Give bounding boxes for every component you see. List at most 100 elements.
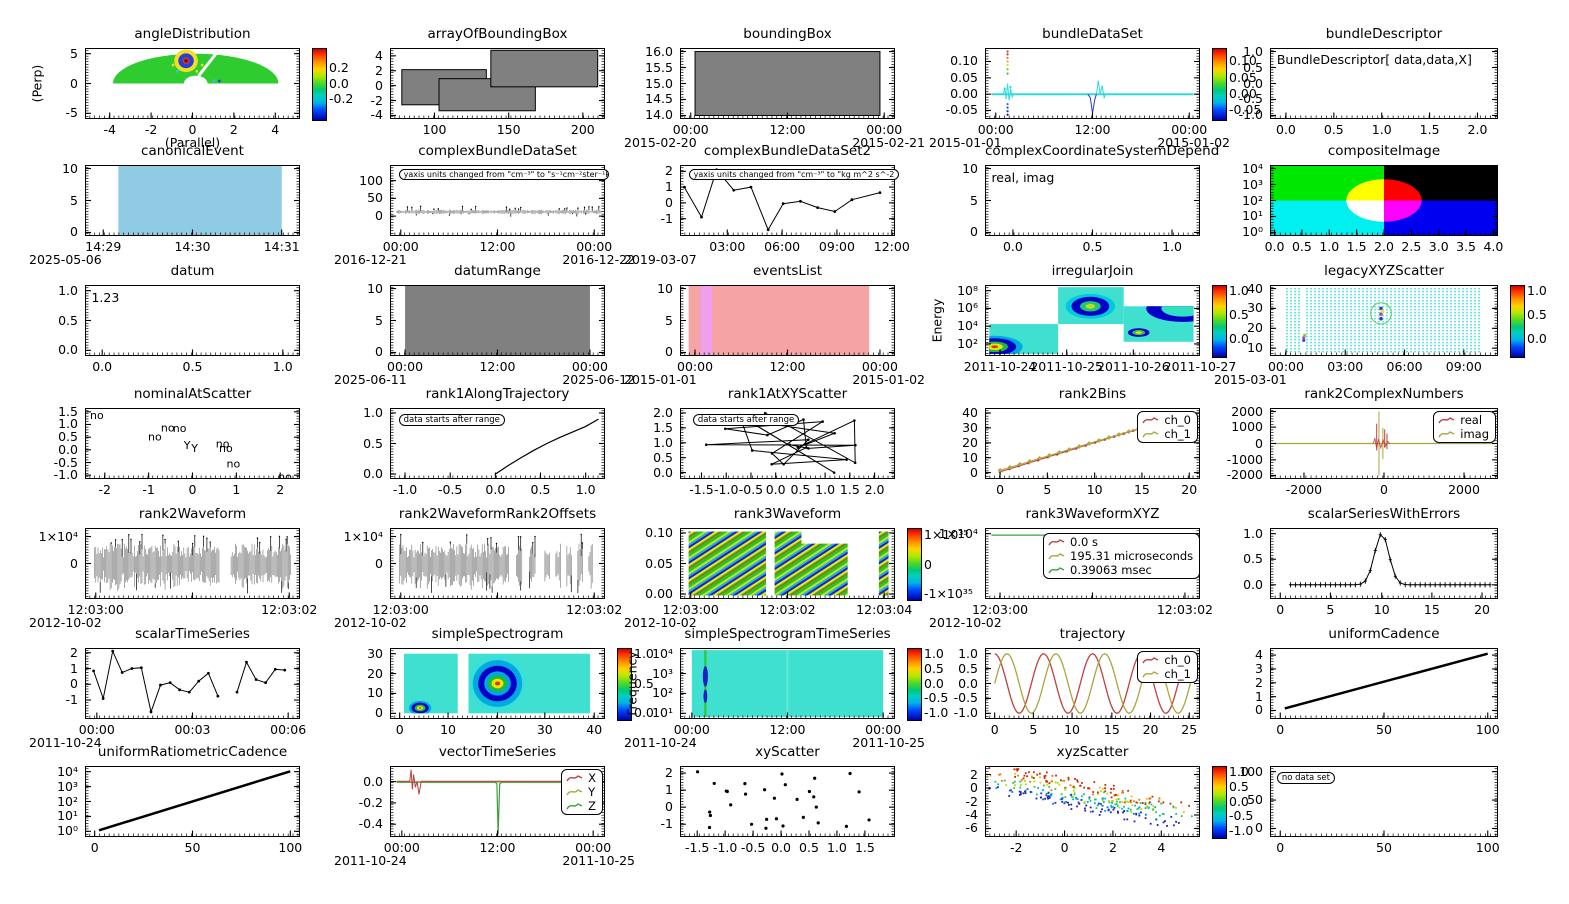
- colorbar-label: -0.05: [1229, 102, 1262, 118]
- axis-tick-label: 0.0: [1264, 239, 1285, 254]
- chart-title: uniformRatiometricCadence: [97, 744, 288, 760]
- axis-tick-label: 50: [1247, 792, 1263, 808]
- axis-tick-label: 1: [1255, 688, 1263, 704]
- panel-uniformCadence: uniformCadence 4 3 2 1 0 0 50 100: [1208, 614, 1569, 755]
- axis-tick-label: 00:00: [865, 722, 902, 737]
- axis-tick-label: -0.5: [53, 454, 78, 470]
- axis-tick-label: 00:00: [866, 122, 903, 137]
- axis-tick-label: 10⁶: [957, 300, 978, 316]
- axis-tick-label: 2000: [1231, 403, 1263, 419]
- axis-tick-label: -1.0: [392, 482, 418, 497]
- axis-tick-label: 03:00: [709, 239, 746, 254]
- legend-line-sample: [1142, 657, 1159, 664]
- axis-date-label: 2015-03-01: [1214, 372, 1287, 387]
- colorbar-label: -1.0: [1229, 823, 1254, 839]
- panel-rank1AtXYScatter: rank1AtXYScatter 2.0 1.5 1.0 0.5 0.0 -1.5 -1.0-…: [618, 374, 975, 515]
- axis-tick-label: -2000: [1285, 482, 1323, 497]
- axis-tick-label: 2.0: [1374, 239, 1394, 254]
- axis-tick-label: 15.0: [645, 75, 673, 91]
- plot-area: [680, 528, 895, 599]
- colorbar-label: 1.0: [924, 645, 944, 661]
- axis-tick-label: 1×10⁴: [938, 525, 978, 541]
- axis-tick-label: 0.0: [363, 773, 383, 789]
- axis-tick-label: 0: [375, 705, 383, 721]
- axis-tick-label: 12:00: [479, 239, 516, 254]
- panel-rank2Bins: rank2Bins 40 30 20 10 0 0 5 10 15 20 ch_0 ch_1: [923, 374, 1280, 515]
- legend-item: Y: [566, 785, 596, 799]
- axis-tick-label: 12:00: [769, 122, 806, 137]
- axis-tick-label: 15.5: [645, 59, 673, 75]
- axis-tick-label: -1: [660, 816, 673, 832]
- chart-title: vectorTimeSeries: [438, 744, 557, 760]
- axis-tick-label: 0.5: [182, 359, 203, 374]
- colorbar-label: -0.5: [924, 690, 949, 706]
- annotation: data starts after range: [692, 413, 800, 426]
- panel-arrayOfBoundingBox: arrayOfBoundingBox 4 2 0 -2 -4 100 150 200: [328, 14, 685, 155]
- legend-line-sample: [1142, 417, 1159, 424]
- axis-date-label: 2011-10-24: [29, 735, 102, 750]
- panel-datum: datum 1.0 0.5 0.0 0.0 0.5 1.0 1.23: [23, 251, 380, 392]
- chart-title: irregularJoin: [1051, 263, 1134, 279]
- axis-tick-label: 100: [1475, 840, 1500, 855]
- svg-text:no: no: [219, 442, 233, 455]
- axis-tick-label: 1.5: [854, 840, 875, 855]
- panel-rank2WaveformRank2Offsets: rank2WaveformRank2Offsets 1×10⁴ 0 12:03:00 1…: [328, 494, 685, 635]
- axis-tick-label: 10²: [1242, 192, 1263, 208]
- axis-tick-label: 0: [1060, 840, 1069, 855]
- axis-tick-label: 2011-10-27: [1163, 359, 1237, 374]
- axis-tick-label: 2: [276, 482, 285, 497]
- legend-line-sample: [1438, 431, 1455, 438]
- axis-tick-label: 00:00: [861, 359, 898, 374]
- legend-item: ch_0: [1142, 413, 1191, 427]
- axis-tick-label: -5: [65, 105, 78, 121]
- plot-area: [985, 285, 1200, 356]
- panel-bundleDataSet: bundleDataSet 0.10 0.05 0.00 -0.05 00:00 12:00…: [923, 14, 1280, 155]
- axis-tick-label: 12:03:02: [759, 602, 816, 617]
- plot-area: [680, 48, 895, 119]
- axis-tick-label: 1×10⁴: [343, 528, 383, 544]
- axis-tick-label: 0.0: [1243, 576, 1263, 592]
- colorbar-label: 0.00: [1229, 86, 1257, 102]
- legend-line-sample: [1048, 539, 1065, 546]
- chart-title: uniformCadence: [1328, 626, 1440, 642]
- chart-title: datum: [170, 263, 215, 279]
- chart-title: trajectory: [1059, 626, 1126, 642]
- chart-title: rank2ComplexNumbers: [1304, 386, 1464, 402]
- panel-bundleDescriptor: bundleDescriptor 1.0 0.5 0.0 -0.5 -1.0 0.0 0.5 1…: [1208, 14, 1569, 155]
- axis-tick-label: 0.0: [765, 482, 786, 497]
- panel-noDataSet: 100 50 0 0 50 100 no data set: [1208, 732, 1569, 873]
- axis-tick-label: 12:00: [769, 722, 806, 737]
- colorbar-label: 1.0: [1229, 282, 1249, 298]
- axis-tick-label: 2000: [1448, 482, 1480, 497]
- axis-tick-label: -0.5: [740, 840, 766, 855]
- axis-tick-label: 0.5: [1082, 239, 1103, 254]
- x-axis-label: (Parallel): [164, 135, 221, 150]
- axis-tick-label: 00:00: [382, 239, 419, 254]
- axis-tick-label: 100: [1239, 763, 1263, 779]
- colorbar-label: 0.05: [1229, 69, 1257, 85]
- axis-tick-label: 10: [1064, 722, 1081, 737]
- axis-tick-label: 03:00: [1327, 359, 1364, 374]
- axis-tick-label: 20: [1247, 320, 1263, 336]
- panel-irregularJoin: irregularJoin Energy 10⁸ 10⁶ 10⁴ 10² 2011-10-2…: [923, 251, 1280, 392]
- axis-date-label: 2015-01-02: [852, 372, 925, 387]
- axis-date-label: 2011-10-24: [624, 735, 697, 750]
- axis-tick-label: -1000: [1226, 451, 1263, 467]
- axis-tick-label: 0: [665, 194, 673, 210]
- axis-tick-label: 2: [665, 765, 673, 781]
- axis-tick-label: 00:00: [673, 722, 710, 737]
- axis-tick-label: 12:00: [1074, 122, 1111, 137]
- legend-label: ch_1: [1164, 667, 1191, 681]
- colorbar: [1212, 766, 1227, 839]
- axis-tick-label: -1: [660, 210, 673, 226]
- axis-tick-label: 20: [962, 434, 978, 450]
- panel-angleDistribution: angleDistribution (Perp) 5 0 -5 -4 -2 0 2 4 (Paral…: [23, 14, 380, 155]
- axis-tick-label: 5: [970, 192, 978, 208]
- chart-title: nominalAtScatter: [133, 386, 252, 402]
- svg-text:no: no: [278, 471, 292, 479]
- panel-complexCoordinateSystemDepend: complexCoordinateSystemDepend 10 5 0 0.0 0.5 1…: [923, 131, 1280, 272]
- legend-label: real: [1460, 413, 1483, 427]
- plot-area: [390, 408, 605, 479]
- legend-item: 0.39063 msec: [1048, 563, 1193, 577]
- plot-area: [390, 48, 605, 119]
